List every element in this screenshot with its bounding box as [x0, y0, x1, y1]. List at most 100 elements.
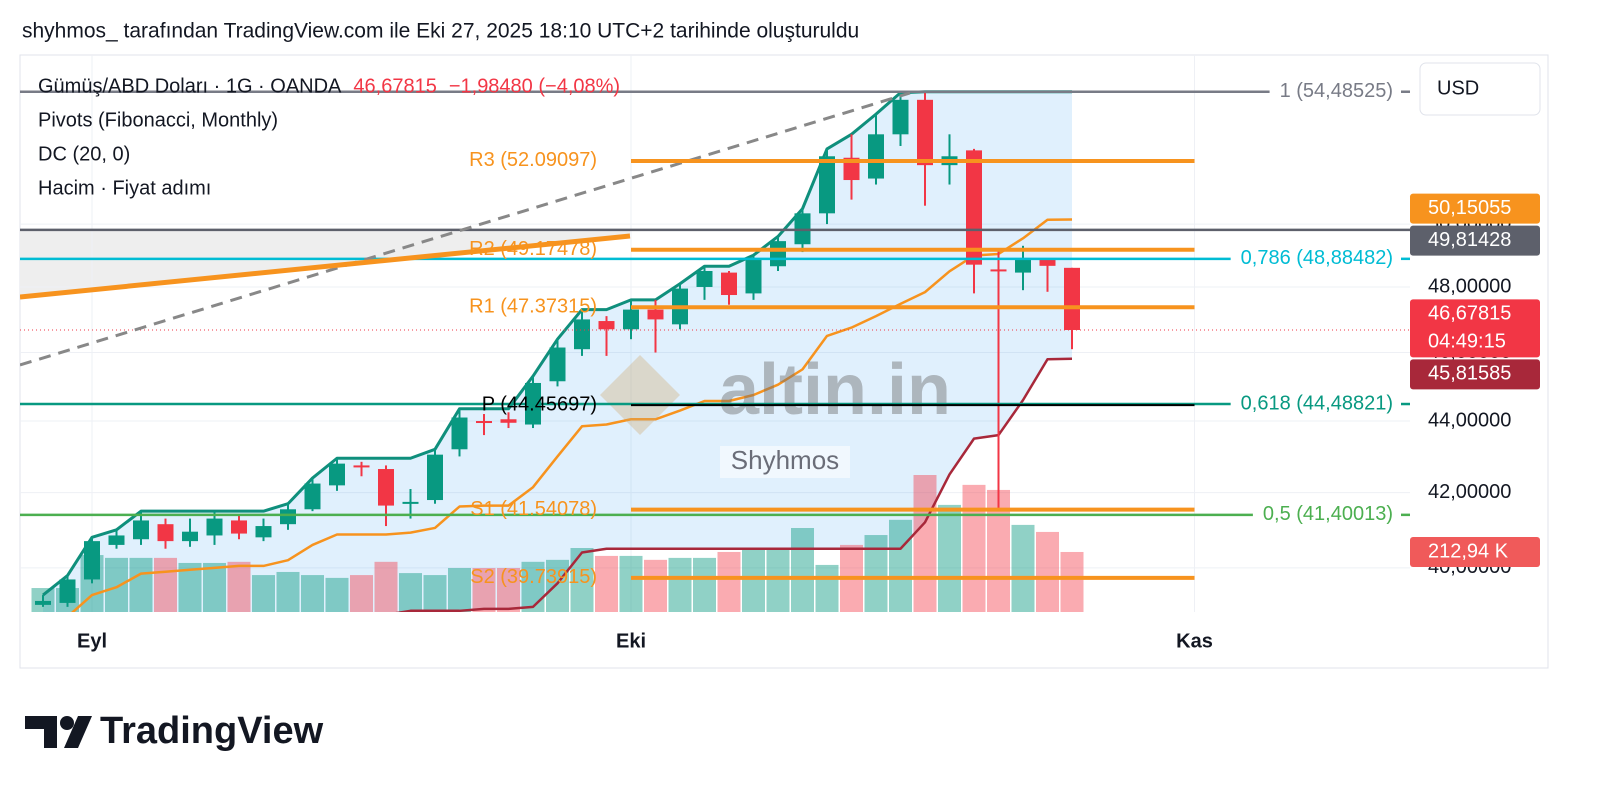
channel-lower: [395, 357, 1073, 612]
x-tick-label: Kas: [1176, 630, 1213, 652]
volume-bar: [325, 577, 349, 612]
legend-symbol: Gümüş/ABD Doları · 1G · OANDA: [38, 75, 342, 97]
fib-label: 1 (54,48525): [1280, 80, 1393, 102]
volume-bar: [301, 575, 324, 612]
pivot-label: S1 (41.54078): [470, 498, 597, 520]
pivot-label: S2 (39.73915): [470, 566, 597, 588]
x-tick-label: Eyl: [77, 630, 107, 652]
signature-box: [720, 446, 850, 478]
volume-bar: [423, 575, 447, 612]
volume-bar: [644, 559, 667, 612]
pivot-label: R3 (52.09097): [469, 149, 597, 171]
logo-mark: [64, 716, 92, 748]
price-tag-label: 45,81585: [1428, 363, 1511, 385]
candle-body: [378, 469, 394, 506]
pivot-label: R2 (49.17478): [469, 238, 597, 260]
y-tick-label: 42,00000: [1428, 481, 1511, 503]
x-tick-label: Eki: [616, 630, 646, 652]
candle-body: [329, 463, 345, 486]
volume-bar: [105, 557, 128, 612]
candle-body: [451, 417, 468, 450]
price-tag: [1410, 359, 1540, 390]
volume-bar: [595, 555, 618, 612]
volume-bar: [448, 568, 471, 612]
volume-bar: [791, 527, 814, 612]
volume-bar: [350, 575, 373, 612]
price-tag-label: 50,15055: [1428, 197, 1511, 219]
volume-bar: [717, 551, 741, 612]
volume-bar: [497, 568, 520, 612]
legend-indicator: Pivots (Fibonacci, Monthly): [38, 109, 278, 131]
volume-bar: [913, 475, 937, 612]
candle-body: [280, 509, 296, 525]
candle-body: [353, 465, 370, 468]
header: shyhmos_ tarafından TradingView.com ile …: [22, 20, 859, 43]
currency-label[interactable]: USD: [1437, 77, 1479, 99]
volume-bar: [742, 548, 765, 612]
signature: Shyhmos: [731, 445, 839, 475]
volume-bar: [962, 484, 986, 612]
volume-bar: [154, 557, 177, 612]
candle-body: [35, 600, 51, 605]
candle-body: [157, 524, 174, 542]
candle-body: [108, 535, 125, 545]
y-tick-label: 48,00000: [1428, 275, 1511, 297]
candle-body: [304, 483, 321, 510]
volume-bar: [1036, 531, 1059, 612]
volume-bar: [938, 504, 961, 612]
fib-label: 0,786 (48,88482): [1241, 247, 1393, 269]
candle-body: [500, 419, 517, 423]
currency-button[interactable]: [1419, 62, 1541, 116]
volume-bar: [374, 561, 398, 612]
candle-body: [133, 520, 149, 540]
legend-indicator: DC (20, 0): [38, 143, 130, 165]
volume-bar: [864, 535, 888, 612]
volume-bar: [1011, 524, 1035, 612]
drawings: R3 (52.09097) R2 (49.17478) R1 (47.37315) P…: [20, 90, 1410, 588]
volume-bar: [570, 548, 594, 612]
fib-label: 0,5 (41,40013): [1263, 503, 1393, 525]
volume-bar: [178, 562, 202, 612]
candle-body: [427, 454, 443, 501]
chart-frame: [19, 54, 1549, 669]
candle-body: [868, 134, 884, 179]
volume-bar: [399, 573, 422, 612]
volume-bar: [227, 561, 251, 612]
volume-bar: [693, 557, 716, 612]
volume-bar: [521, 561, 545, 612]
candle-body: [574, 319, 590, 350]
volume-bar: [203, 562, 226, 612]
candle-body: [647, 309, 664, 320]
volume-bar: [766, 548, 790, 612]
volume-bar: [129, 557, 153, 612]
candle-body: [84, 541, 100, 580]
pivot-label: P (44.45697): [482, 393, 597, 415]
candle-body: [402, 501, 419, 504]
volume-bar: [815, 564, 839, 612]
channel-basis: [70, 218, 1073, 612]
y-tick-label: 44,00000: [1428, 409, 1511, 431]
candle-body: [255, 526, 272, 538]
volume-tag: [1410, 536, 1540, 567]
candle-body: [843, 157, 860, 181]
watermark: altin.in: [719, 350, 951, 430]
overlay: Gümüş/ABD Doları · 1G · OANDA 46,67815 −…: [38, 62, 1541, 652]
trend-line: [20, 233, 631, 300]
candle-body: [1064, 267, 1080, 330]
candle-body: [1039, 259, 1056, 266]
pivot-label: R1 (47.37315): [469, 296, 597, 318]
volume-bar: [546, 559, 569, 612]
trend-line: [20, 91, 911, 367]
candle-body: [819, 156, 835, 214]
logo-mark: [60, 716, 74, 730]
volume-bar: [987, 489, 1010, 612]
volume-bar: [276, 571, 300, 612]
candle-body: [721, 272, 737, 296]
candle-body: [990, 269, 1007, 272]
candle-body: [745, 259, 762, 294]
candle-body: [696, 271, 713, 287]
legend-price: 46,67815: [353, 75, 436, 97]
candle-body: [182, 531, 198, 542]
